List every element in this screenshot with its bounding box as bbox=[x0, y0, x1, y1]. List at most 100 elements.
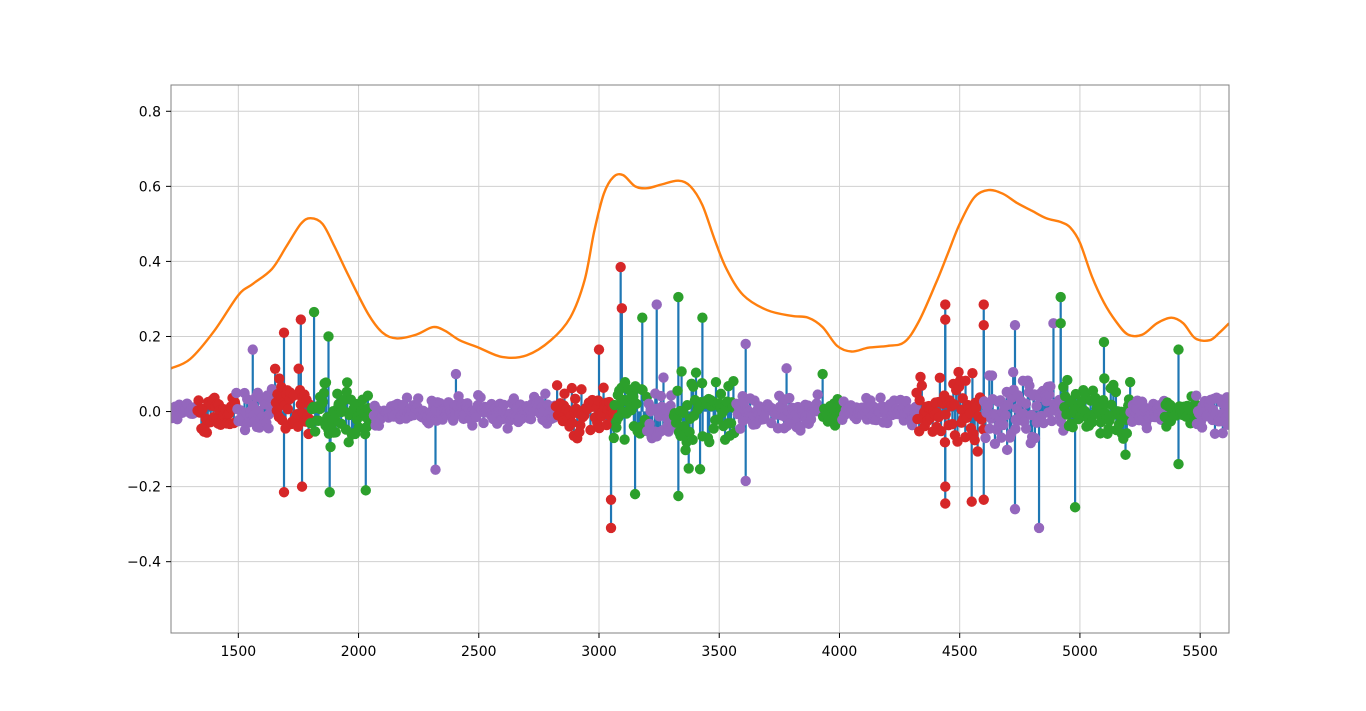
y-tick-label: 0.4 bbox=[139, 254, 161, 270]
stem-marker bbox=[278, 487, 290, 498]
stem-marker bbox=[1044, 389, 1055, 400]
stem-marker bbox=[978, 320, 989, 331]
stem-marker bbox=[308, 306, 320, 318]
stem-marker bbox=[784, 392, 795, 404]
stem-marker bbox=[940, 314, 951, 325]
stem-marker bbox=[320, 377, 332, 388]
stem-marker bbox=[467, 420, 478, 431]
y-tick-label: 0.2 bbox=[139, 329, 161, 345]
stem-marker bbox=[740, 338, 751, 350]
stem-marker bbox=[817, 368, 828, 380]
stem-marker bbox=[1110, 386, 1122, 398]
y-tick-label: −0.4 bbox=[127, 555, 161, 571]
stem-marker bbox=[1062, 374, 1073, 386]
axes-frame bbox=[170, 84, 1230, 634]
stem-marker bbox=[939, 437, 951, 448]
stem-marker bbox=[967, 367, 978, 379]
stem-marker bbox=[593, 344, 605, 355]
stem-marker bbox=[1048, 318, 1059, 329]
stem-marker bbox=[1219, 400, 1229, 411]
stem-marker bbox=[728, 376, 739, 387]
stem-marker bbox=[274, 373, 285, 384]
stem-marker bbox=[1217, 427, 1228, 439]
stem-marker bbox=[947, 418, 958, 430]
stem-marker bbox=[1069, 502, 1081, 513]
stem-marker bbox=[619, 434, 630, 445]
stem-marker bbox=[1106, 399, 1117, 411]
stem-marker bbox=[1001, 444, 1013, 456]
stem-marker bbox=[353, 422, 365, 433]
stem-marker bbox=[1086, 417, 1098, 428]
stem-marker bbox=[914, 394, 925, 406]
stem-marker bbox=[570, 393, 581, 405]
stem-marker bbox=[343, 437, 354, 448]
stem-marker bbox=[812, 389, 823, 400]
stem-marker bbox=[276, 415, 288, 426]
stem-marker bbox=[629, 488, 641, 500]
stem-marker bbox=[263, 423, 274, 434]
markers bbox=[171, 261, 1229, 534]
stem-marker bbox=[986, 370, 998, 381]
stem-marker bbox=[241, 393, 253, 405]
stem-marker bbox=[1141, 422, 1153, 434]
stem-marker bbox=[916, 380, 928, 391]
stem-marker bbox=[1033, 522, 1045, 534]
stem-marker bbox=[1121, 428, 1133, 439]
stem-marker bbox=[475, 392, 486, 403]
x-axis: 1500 2000 2500 3000 3500 4000 4500 5000 5500 bbox=[221, 633, 1218, 660]
stem-marker bbox=[616, 303, 628, 314]
stem-marker bbox=[193, 395, 204, 406]
stem-marker bbox=[1018, 408, 1029, 419]
stem-marker bbox=[309, 426, 321, 437]
stem-marker bbox=[952, 436, 963, 447]
stem-marker bbox=[317, 396, 328, 408]
stem-marker bbox=[978, 494, 989, 505]
stem-marker bbox=[969, 434, 980, 446]
stem-marker bbox=[576, 384, 587, 395]
stem-marker bbox=[1026, 409, 1037, 421]
stem-marker bbox=[1173, 344, 1184, 355]
stem-marker bbox=[715, 388, 727, 400]
stem-marker bbox=[566, 382, 578, 394]
stem-marker bbox=[498, 399, 510, 411]
stem-marker bbox=[450, 368, 462, 380]
stem-marker bbox=[1196, 422, 1208, 433]
stem-marker bbox=[1191, 390, 1202, 401]
stem-marker bbox=[605, 494, 617, 505]
stem-marker bbox=[323, 331, 334, 342]
stem-marker bbox=[1020, 398, 1032, 409]
stem-marker bbox=[231, 387, 242, 399]
stem-marker bbox=[296, 481, 308, 492]
stem-marker bbox=[704, 436, 715, 448]
stem-marker bbox=[1024, 380, 1035, 391]
stem-marker bbox=[631, 398, 642, 410]
stem-marker bbox=[688, 381, 699, 392]
stem-marker bbox=[934, 372, 946, 384]
stem-marker bbox=[637, 312, 648, 323]
stem-marker bbox=[1124, 376, 1136, 388]
stem-marker bbox=[1221, 392, 1229, 403]
stem-marker bbox=[430, 464, 441, 475]
stem-marker bbox=[598, 382, 609, 393]
stem-marker bbox=[882, 417, 893, 429]
stem-marker bbox=[673, 291, 684, 303]
stem-marker bbox=[401, 392, 413, 403]
stem-marker bbox=[1098, 336, 1110, 348]
stem-marker bbox=[1029, 432, 1041, 444]
stem-marker bbox=[687, 434, 698, 446]
stem-marker bbox=[559, 388, 570, 399]
y-tick-label: 0.0 bbox=[139, 405, 161, 421]
stem-marker bbox=[1120, 449, 1131, 460]
x-tick-label: 2500 bbox=[461, 644, 497, 660]
stem-marker bbox=[676, 366, 687, 377]
stem-marker bbox=[989, 438, 1001, 450]
stem-marker bbox=[1055, 291, 1066, 303]
y-tick-label: −0.2 bbox=[127, 480, 161, 496]
stem-marker bbox=[697, 312, 708, 323]
stem-marker bbox=[900, 395, 912, 407]
x-tick-label: 4000 bbox=[822, 644, 858, 660]
stem-marker bbox=[1103, 423, 1114, 435]
stem-marker bbox=[1010, 423, 1021, 435]
stem-marker bbox=[615, 261, 626, 273]
